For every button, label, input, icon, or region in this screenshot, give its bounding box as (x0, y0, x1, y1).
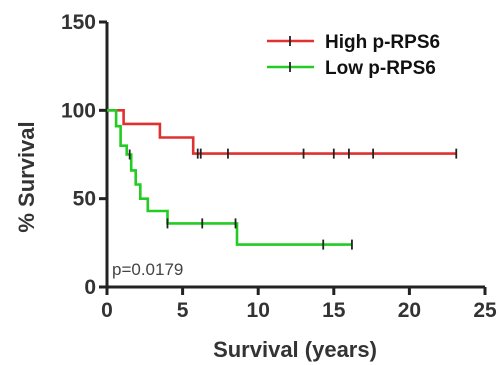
x-tick-label: 15 (322, 299, 346, 322)
x-tick-label: 20 (398, 299, 421, 322)
series-low (107, 109, 353, 250)
x-tick-label: 0 (101, 299, 113, 322)
legend-label: High p-RPS6 (325, 32, 440, 53)
legend-item-low: Low p-RPS6 (267, 58, 436, 79)
legend: High p-RPS6 Low p-RPS6 (267, 32, 440, 79)
x-tick-label: 10 (247, 299, 270, 322)
y-tick-label: 100 (61, 99, 96, 122)
axes: 0 50 100 150 0 5 10 15 20 25 (61, 11, 497, 322)
p-value-annotation: p=0.0179 (112, 260, 183, 279)
legend-label: Low p-RPS6 (325, 58, 436, 79)
x-tick-label: 5 (177, 299, 189, 322)
x-axis-title: Survival (years) (213, 337, 377, 362)
y-tick-label: 50 (73, 188, 96, 211)
series-layer (107, 109, 458, 250)
legend-item-high: High p-RPS6 (267, 32, 440, 53)
y-tick-label: 0 (84, 276, 96, 299)
survival-curve (107, 109, 352, 246)
x-tick-label: 25 (473, 299, 497, 322)
y-tick-label: 150 (61, 11, 96, 34)
series-high (107, 109, 458, 159)
y-axis-title: % Survival (14, 121, 39, 232)
survival-curve (107, 109, 457, 155)
